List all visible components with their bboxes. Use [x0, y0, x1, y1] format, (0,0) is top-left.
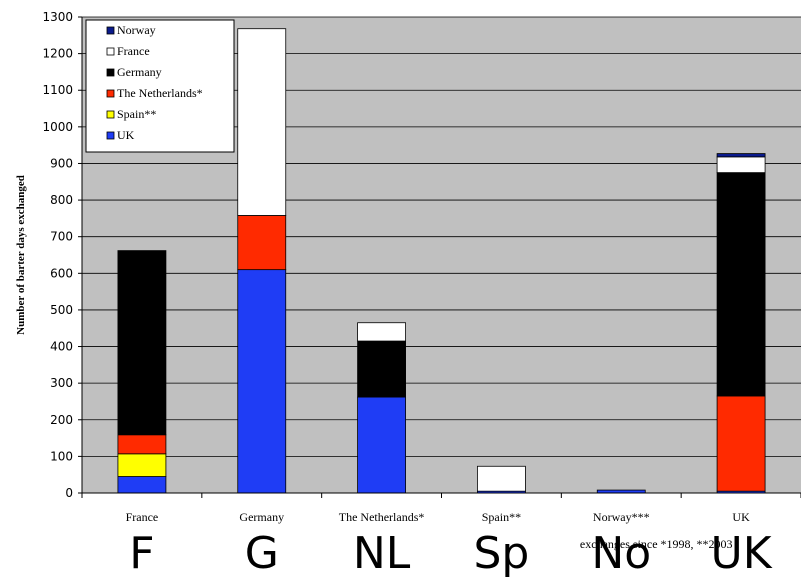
y-tick-label: 700: [50, 230, 73, 244]
bar-uk-germany: [716, 172, 766, 397]
bars: [117, 28, 766, 494]
legend-box: [85, 19, 235, 153]
y-tick-label: 800: [50, 193, 73, 207]
category-code: No: [591, 528, 651, 577]
legend-label: Germany: [117, 65, 162, 79]
bar-france-spain: [117, 453, 167, 477]
bar-france-germany: [117, 250, 167, 436]
legend-label: UK: [117, 128, 135, 142]
legend-swatch-france: [106, 47, 115, 56]
category-code: NL: [353, 528, 411, 577]
legend-swatch-spain: [106, 110, 115, 119]
y-axis-label: Number of barter days exchanged: [15, 175, 27, 335]
y-tick-label: 1200: [42, 47, 73, 61]
x-tick-labels: France Germany The Netherlands* Spain** Norw…: [126, 510, 750, 524]
y-tick-labels: 0 100 200 300 400 500 600 700 800 900 1000 1100 1200…: [42, 10, 73, 500]
bar-france-uk: [117, 476, 167, 494]
bar-uk-norway: [716, 153, 766, 158]
axes: [78, 16, 801, 498]
legend-label: Norway: [117, 23, 156, 37]
y-tick-label: 1300: [42, 10, 73, 24]
legend-label: France: [117, 44, 150, 58]
bar-the-netherlands-germany: [357, 340, 406, 398]
bar-spain-france: [477, 465, 526, 492]
y-tick-label: 1000: [42, 120, 73, 134]
x-tick-label: Norway***: [593, 510, 650, 524]
x-tick-label: UK: [732, 510, 750, 524]
y-tick-label: 200: [50, 413, 73, 427]
y-tick-label: 400: [50, 340, 73, 354]
y-tick-label: 300: [50, 376, 73, 390]
y-tick-label: 600: [50, 266, 73, 280]
legend-label: Spain**: [117, 107, 156, 121]
x-tick-label: Germany: [239, 510, 284, 524]
legend-swatch-germany: [106, 68, 115, 77]
category-code: F: [129, 528, 154, 577]
legend-swatch-norway: [106, 26, 115, 35]
y-tick-label: 900: [50, 156, 73, 170]
x-tick-label: The Netherlands*: [339, 510, 425, 524]
category-code: UK: [711, 528, 773, 577]
bar-the-netherlands-france: [357, 322, 406, 342]
y-tick-label: 0: [65, 486, 73, 500]
y-tick-label: 100: [50, 449, 73, 463]
bar-the-netherlands-uk: [357, 396, 406, 494]
legend: Norway France Germany The Netherlands* Spain…: [85, 19, 235, 153]
bar-germany-france: [237, 28, 287, 216]
x-tick-label: Spain**: [482, 510, 521, 524]
category-code: Sp: [473, 528, 529, 577]
footnote: exchanges since *1998, **2003: [580, 537, 733, 551]
x-tick-label: France: [126, 510, 159, 524]
category-code: G: [245, 528, 279, 577]
bar-uk-the-netherlands: [716, 395, 766, 492]
y-tick-label: 1100: [42, 83, 73, 97]
bar-germany-the-netherlands: [237, 215, 287, 271]
legend-label: The Netherlands*: [117, 86, 203, 100]
legend-swatch-uk: [106, 131, 115, 140]
gridlines: [82, 16, 801, 494]
y-tick-label: 500: [50, 303, 73, 317]
bar-germany-uk: [237, 269, 287, 494]
legend-swatch-the-netherlands: [106, 89, 115, 98]
bar-uk-france: [716, 156, 766, 174]
bar-france-the-netherlands: [117, 434, 167, 455]
category-codes: F G NL Sp No UK: [129, 528, 772, 577]
